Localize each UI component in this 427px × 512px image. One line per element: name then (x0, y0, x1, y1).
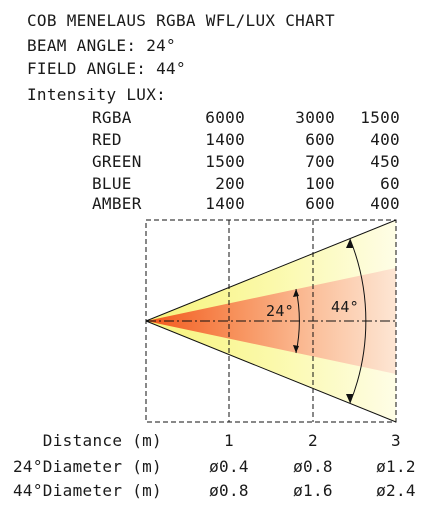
beam-angle-label: BEAM ANGLE: 24° (27, 36, 176, 55)
beam-diameter-value: ø0.4 (209, 457, 249, 476)
lux-value: 3000 (295, 108, 335, 127)
lux-value: 1400 (205, 194, 245, 213)
chart-title: COB MENELAUS RGBA WFL/LUX CHART (27, 11, 335, 30)
beam-diameter-value: ø0.8 (293, 457, 333, 476)
lux-value: 600 (305, 194, 335, 213)
field-angle-value: 44° (331, 298, 359, 316)
lux-row-label: RGBA (92, 108, 132, 127)
distance-value: 2 (308, 431, 318, 450)
lux-value: 700 (305, 152, 335, 171)
lux-value: 100 (305, 174, 335, 193)
lux-value: 60 (380, 174, 400, 193)
field-angle-arc (349, 238, 367, 404)
field-arc-arrow-top (346, 239, 353, 248)
beam-cone (146, 268, 396, 374)
intensity-label: Intensity LUX: (27, 85, 167, 104)
distance-value: 1 (224, 431, 234, 450)
beam-diameter-value: ø1.2 (376, 457, 416, 476)
field-arc-arrow-bottom (346, 394, 353, 403)
distance-value: 3 (391, 431, 401, 450)
field-diameter-value: ø2.4 (376, 481, 416, 500)
field-diameter-value: ø0.8 (209, 481, 249, 500)
distance-row-label: Distance (m) (42, 431, 162, 450)
field-angle-label: FIELD ANGLE: 44° (27, 59, 186, 78)
field-edge-bottom (145, 320, 397, 423)
lux-value: 6000 (205, 108, 245, 127)
lux-row-label: BLUE (92, 174, 132, 193)
beam-diameter-row-label: 24°Diameter (m) (13, 457, 162, 476)
lux-row-label: GREEN (92, 152, 142, 171)
lux-value: 1500 (360, 108, 400, 127)
lux-row-label: AMBER (92, 194, 142, 213)
lux-row-label: RED (92, 130, 122, 149)
beam-angle-value: 24° (266, 302, 294, 320)
lux-value: 200 (215, 174, 245, 193)
beam-arc-arrow-top (293, 289, 299, 297)
field-edge-top (145, 219, 397, 322)
beam-arc-arrow-bottom (293, 345, 299, 353)
field-diameter-value: ø1.6 (293, 481, 333, 500)
lux-value: 600 (305, 130, 335, 149)
lux-value: 450 (370, 152, 400, 171)
lux-value: 1400 (205, 130, 245, 149)
lux-value: 1500 (205, 152, 245, 171)
lux-value: 400 (370, 130, 400, 149)
field-diameter-row-label: 44°Diameter (m) (13, 481, 162, 500)
lux-value: 400 (370, 194, 400, 213)
